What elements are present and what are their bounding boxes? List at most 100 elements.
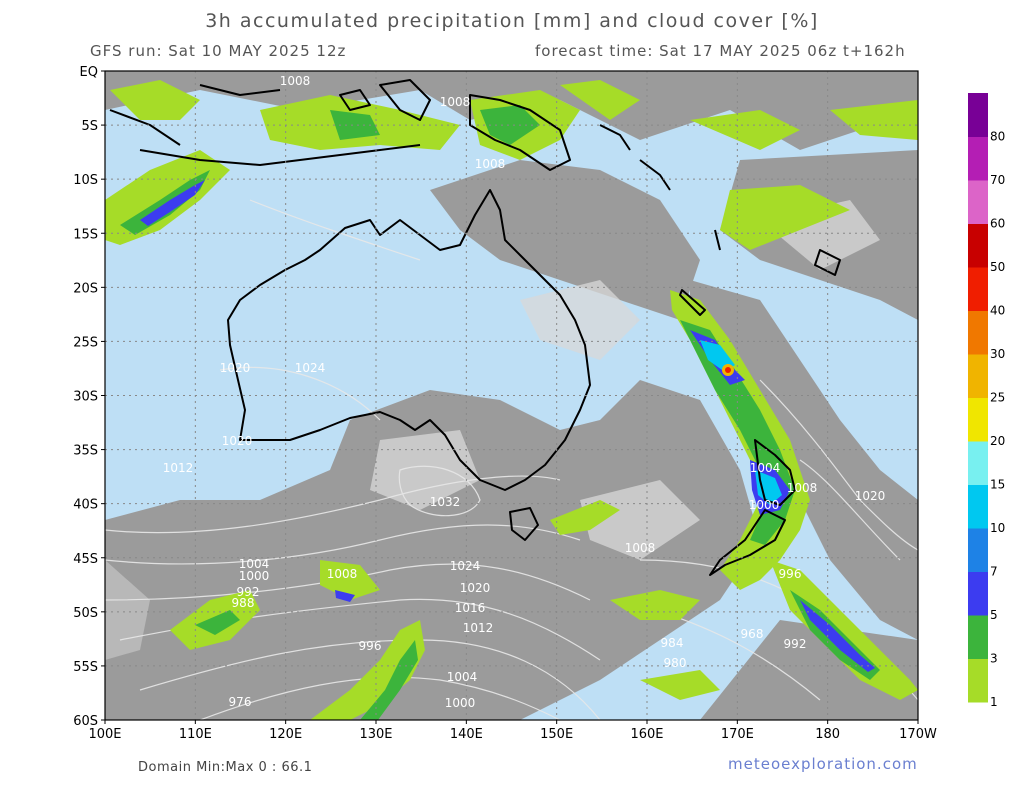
- isobar-label: 996: [779, 567, 802, 581]
- colorbar-segment: [968, 441, 988, 485]
- tasmania-coast: [509, 507, 539, 541]
- isobar-label: 1020: [220, 361, 251, 375]
- colorbar-label: 3: [990, 652, 998, 666]
- lat-tick-label: 5S: [81, 119, 98, 134]
- lat-tick-label: 55S: [73, 660, 98, 675]
- colorbar-segment: [968, 310, 988, 355]
- lat-tick-label: EQ: [80, 65, 98, 80]
- lon-tick-label: 160E: [630, 727, 663, 742]
- isobar-label: 1032: [430, 495, 461, 509]
- lat-tick-label: 35S: [73, 444, 98, 459]
- colorbar-label: 50: [990, 260, 1005, 274]
- colorbar-label: 5: [990, 608, 998, 622]
- isobar-label: 976: [229, 695, 252, 709]
- colorbar-segment: [968, 93, 988, 137]
- colorbar-segment: [968, 528, 988, 572]
- lat-tick-label: 10S: [73, 173, 98, 188]
- isobar-label: 1012: [163, 461, 194, 475]
- gfs-run-label: GFS run: Sat 10 MAY 2025 12z: [90, 42, 347, 60]
- forecast-time-label: forecast time: Sat 17 MAY 2025 06z t+162…: [535, 42, 906, 60]
- lat-tick-label: 30S: [73, 390, 98, 405]
- isobar-label: 1020: [855, 489, 886, 503]
- lon-tick-label: 140E: [450, 727, 483, 742]
- isobar-label: 1008: [475, 157, 506, 171]
- isobar-label: 1016: [455, 601, 486, 615]
- lat-tick-label: 25S: [73, 335, 98, 350]
- watermark-link[interactable]: meteoexploration.com: [728, 755, 918, 773]
- lon-tick-label: 170W: [899, 727, 937, 742]
- map-title: 3h accumulated precipitation [mm] and cl…: [205, 10, 819, 32]
- colorbar-legend: 1 3 5 7 10 15 20 25 30 40 50 60 70 80: [968, 93, 1005, 709]
- lon-tick-label: 180: [815, 727, 840, 742]
- coastlines: [109, 79, 841, 576]
- isobar-labels: 1008 1008 1008 1020 1024 1020 1012 1032 1024 1020…: [163, 74, 886, 710]
- colorbar-segment: [968, 397, 988, 442]
- colorbar-segment: [968, 136, 988, 181]
- colorbar-segment: [968, 484, 988, 529]
- cloud-cover-layer: [105, 71, 918, 720]
- colorbar-label: 20: [990, 434, 1005, 448]
- colorbar-label: 7: [990, 565, 998, 579]
- colorbar-label: 60: [990, 217, 1005, 231]
- isobar-label: 1020: [222, 434, 253, 448]
- colorbar-label: 30: [990, 347, 1005, 361]
- isobar-label: 968: [741, 627, 764, 641]
- lat-tick-label: 40S: [73, 498, 98, 513]
- precip-intense: [700, 340, 782, 505]
- colorbar-segment: [968, 267, 988, 311]
- new-caledonia-coast: [679, 289, 706, 316]
- colorbar-label: 25: [990, 391, 1005, 405]
- lat-tick-label: 60S: [73, 714, 98, 729]
- colorbar-label: 15: [990, 478, 1005, 492]
- colorbar-segment: [968, 615, 988, 659]
- colorbar-segment: [968, 658, 988, 703]
- isobar-label: 1008: [280, 74, 311, 88]
- lat-tick-label: 15S: [73, 227, 98, 242]
- longitude-axis: 100E 110E 120E 130E 140E 150E 160E 170E 180 170W: [88, 720, 937, 742]
- isobar-label: 1008: [787, 481, 818, 495]
- new-zealand-south: [709, 509, 786, 576]
- australia-coast: [227, 189, 591, 491]
- domain-minmax-label: Domain Min:Max 0 : 66.1: [138, 760, 313, 775]
- lon-tick-label: 100E: [88, 727, 121, 742]
- isobar-label: 1004: [447, 670, 478, 684]
- new-zealand-north: [754, 439, 796, 506]
- isobar-label: 1004: [750, 461, 781, 475]
- lat-tick-label: 50S: [73, 606, 98, 621]
- colorbar-segment: [968, 223, 988, 268]
- isobar-label: 984: [661, 636, 684, 650]
- isobar-label: 1008: [440, 95, 471, 109]
- colorbar-label: 80: [990, 130, 1005, 144]
- lon-tick-label: 130E: [359, 727, 392, 742]
- isobar-label: 1020: [460, 581, 491, 595]
- lon-tick-label: 120E: [269, 727, 302, 742]
- isobar-label: 1024: [295, 361, 326, 375]
- isobar-label: 1000: [749, 498, 780, 512]
- colorbar-segment: [968, 354, 988, 398]
- colorbar-label: 10: [990, 521, 1005, 535]
- isobar-label: 1008: [327, 567, 358, 581]
- latitude-axis: EQ 5S 10S 15S 20S 25S 30S 35S 40S 45S 50S 55S 60S: [73, 65, 105, 729]
- lon-tick-label: 170E: [721, 727, 754, 742]
- colorbar-segment: [968, 571, 988, 616]
- colorbar-label: 70: [990, 173, 1005, 187]
- gridlines: [105, 71, 918, 720]
- isobar-label: 992: [784, 637, 807, 651]
- new-guinea-coast: [469, 94, 571, 171]
- map-area: [105, 71, 918, 720]
- isobar-label: 1012: [463, 621, 494, 635]
- lon-tick-label: 110E: [179, 727, 212, 742]
- isobar-label: 1024: [450, 559, 481, 573]
- colorbar-label: 40: [990, 304, 1005, 318]
- isobar-label: 996: [359, 639, 382, 653]
- isobar-label: 992: [237, 585, 260, 599]
- colorbar-label: 1: [990, 695, 998, 709]
- lat-tick-label: 45S: [73, 552, 98, 567]
- lat-tick-label: 20S: [73, 281, 98, 296]
- lon-tick-label: 150E: [540, 727, 573, 742]
- isobar-label: 980: [664, 656, 687, 670]
- isobar-label: 1000: [239, 569, 270, 583]
- indonesia-coast: [139, 144, 421, 166]
- isobar-label: 1008: [625, 541, 656, 555]
